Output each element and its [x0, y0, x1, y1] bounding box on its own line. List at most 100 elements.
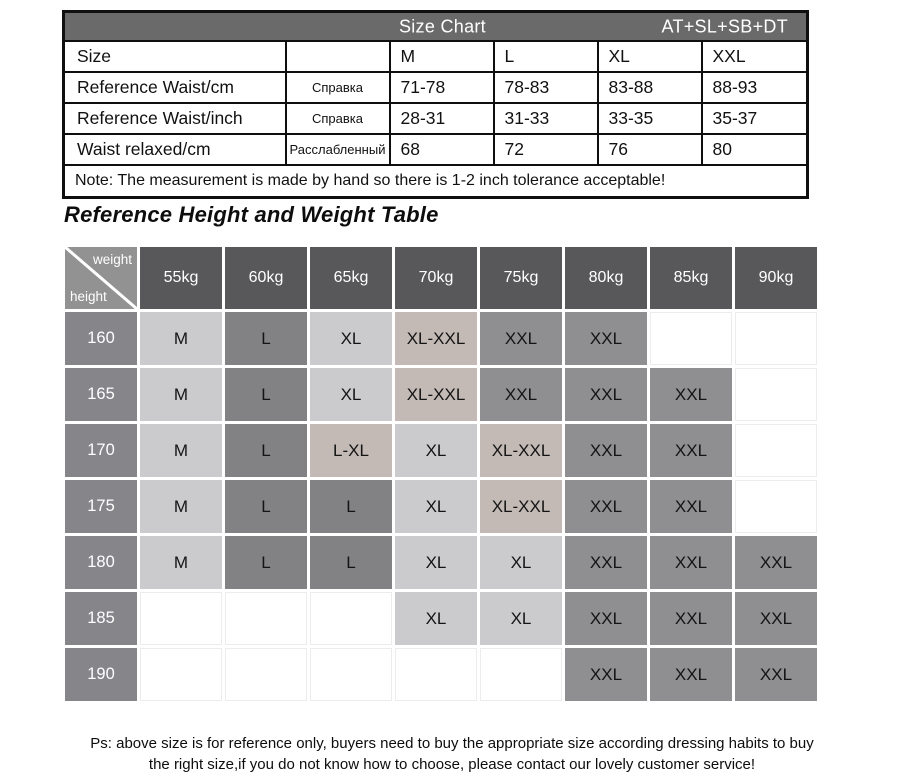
grid-cell: XXL — [480, 312, 562, 365]
grid-weight-header: 90kg — [735, 247, 817, 309]
grid-row: 160 M L XL XL-XXL XXL XXL — [65, 312, 817, 365]
height-weight-grid: weight height 55kg 60kg 65kg 70kg 75kg 80kg 85… — [62, 244, 820, 704]
grid-weight-header: 80kg — [565, 247, 647, 309]
grid-cell: L — [225, 312, 307, 365]
grid-weight-header: 70kg — [395, 247, 477, 309]
size-chart-note: Note: The measurement is made by hand so… — [62, 164, 809, 199]
grid-cell: L — [310, 480, 392, 533]
grid-cell-empty — [140, 648, 222, 701]
grid-cell: XL — [395, 424, 477, 477]
footer-note: Ps: above size is for reference only, bu… — [0, 733, 904, 775]
grid-cell: XXL — [735, 648, 817, 701]
size-chart-cell: 76 — [596, 133, 703, 166]
size-chart-row: Size M L XL XXL — [62, 40, 809, 73]
size-chart-row-label: Waist relaxed/cm — [62, 133, 287, 166]
size-chart-row-note: Расслабленный — [284, 133, 391, 166]
grid-cell-empty — [735, 424, 817, 477]
size-chart-row: Reference Waist/inch Справка 28-31 31-33 33-… — [62, 102, 809, 135]
grid-cell: XXL — [650, 536, 732, 589]
size-chart-cell: 33-35 — [596, 102, 703, 135]
grid-row: 170 M L L-XL XL XL-XXL XXL XXL — [65, 424, 817, 477]
grid-cell: XXL — [650, 592, 732, 645]
grid-cell-empty — [395, 648, 477, 701]
grid-cell: XL-XXL — [480, 480, 562, 533]
grid-weight-header: 85kg — [650, 247, 732, 309]
size-chart-row-note: Справка — [284, 71, 391, 104]
grid-row: 185 XL XL XXL XXL XXL — [65, 592, 817, 645]
grid-weight-header: 65kg — [310, 247, 392, 309]
grid-cell: L — [225, 424, 307, 477]
size-chart-cell: 80 — [700, 133, 809, 166]
grid-cell: XL — [480, 536, 562, 589]
grid-height-label: 170 — [65, 424, 137, 477]
grid-cell: XXL — [650, 424, 732, 477]
size-chart-note-row: Note: The measurement is made by hand so… — [62, 164, 809, 199]
grid-cell-empty — [225, 648, 307, 701]
grid-cell-empty — [650, 312, 732, 365]
size-chart-cell: 78-83 — [492, 71, 599, 104]
grid-cell: M — [140, 536, 222, 589]
corner-height-label: height — [70, 289, 107, 304]
size-chart-table: Size Chart AT+SL+SB+DT Size M L XL XXL Refere… — [62, 10, 809, 199]
grid-cell-empty — [310, 592, 392, 645]
grid-header-row: weight height 55kg 60kg 65kg 70kg 75kg 80kg 85… — [65, 247, 817, 309]
grid-cell-empty — [735, 368, 817, 421]
grid-cell: XL — [395, 536, 477, 589]
size-chart-cell: XL — [596, 40, 703, 73]
grid-row: 165 M L XL XL-XXL XXL XXL XXL — [65, 368, 817, 421]
size-chart-row-label: Reference Waist/cm — [62, 71, 287, 104]
size-chart-row-label: Reference Waist/inch — [62, 102, 287, 135]
footer-note-line2: the right size,if you do not know how to… — [148, 756, 756, 773]
grid-cell-empty — [140, 592, 222, 645]
grid-cell: XXL — [565, 536, 647, 589]
grid-cell: XXL — [735, 536, 817, 589]
grid-weight-header: 55kg — [140, 247, 222, 309]
grid-cell: M — [140, 368, 222, 421]
grid-height-label: 165 — [65, 368, 137, 421]
grid-height-label: 160 — [65, 312, 137, 365]
grid-cell: L — [225, 536, 307, 589]
grid-cell: L — [225, 368, 307, 421]
size-chart-band-cell: Size Chart AT+SL+SB+DT — [62, 10, 809, 42]
grid-cell: L — [225, 480, 307, 533]
grid-cell: XXL — [650, 648, 732, 701]
grid-cell: XXL — [480, 368, 562, 421]
size-chart-header-band: Size Chart AT+SL+SB+DT — [62, 10, 809, 42]
grid-cell-empty — [310, 648, 392, 701]
size-chart-cell: M — [388, 40, 495, 73]
grid-cell: XL — [395, 592, 477, 645]
grid-cell: XXL — [735, 592, 817, 645]
corner-weight-label: weight — [92, 252, 132, 267]
grid-cell: XXL — [565, 480, 647, 533]
grid-cell: M — [140, 312, 222, 365]
grid-cell: XXL — [565, 424, 647, 477]
grid-row: 180 M L L XL XL XXL XXL XXL — [65, 536, 817, 589]
grid-cell: XXL — [565, 592, 647, 645]
grid-weight-header: 60kg — [225, 247, 307, 309]
collection-code: AT+SL+SB+DT — [661, 16, 788, 36]
grid-cell: XL-XXL — [395, 312, 477, 365]
height-weight-table-heading: Reference Height and Weight Table — [64, 202, 439, 227]
size-chart-cell: L — [492, 40, 599, 73]
size-chart-row: Waist relaxed/cm Расслабленный 68 72 76 80 — [62, 133, 809, 166]
size-chart-row-label: Size — [62, 40, 287, 73]
grid-height-label: 190 — [65, 648, 137, 701]
grid-cell: L-XL — [310, 424, 392, 477]
size-chart-cell: 68 — [388, 133, 495, 166]
grid-row: 175 M L L XL XL-XXL XXL XXL — [65, 480, 817, 533]
grid-cell: XL — [310, 312, 392, 365]
grid-cell: XXL — [565, 368, 647, 421]
grid-body: 160 M L XL XL-XXL XXL XXL 165 M L XL XL-XXL XXL XXL XX… — [65, 312, 817, 701]
grid-cell: M — [140, 424, 222, 477]
grid-cell: XXL — [565, 312, 647, 365]
grid-height-label: 180 — [65, 536, 137, 589]
grid-cell-empty — [480, 648, 562, 701]
size-chart-cell: 88-93 — [700, 71, 809, 104]
grid-cell-empty — [735, 312, 817, 365]
size-chart-body: Size M L XL XXL Reference Waist/cm Справка 71-7… — [62, 40, 809, 166]
grid-cell: XXL — [650, 480, 732, 533]
footer-note-line1: Ps: above size is for reference only, bu… — [90, 735, 814, 752]
size-chart-cell: 72 — [492, 133, 599, 166]
size-chart-row-note — [284, 40, 391, 73]
